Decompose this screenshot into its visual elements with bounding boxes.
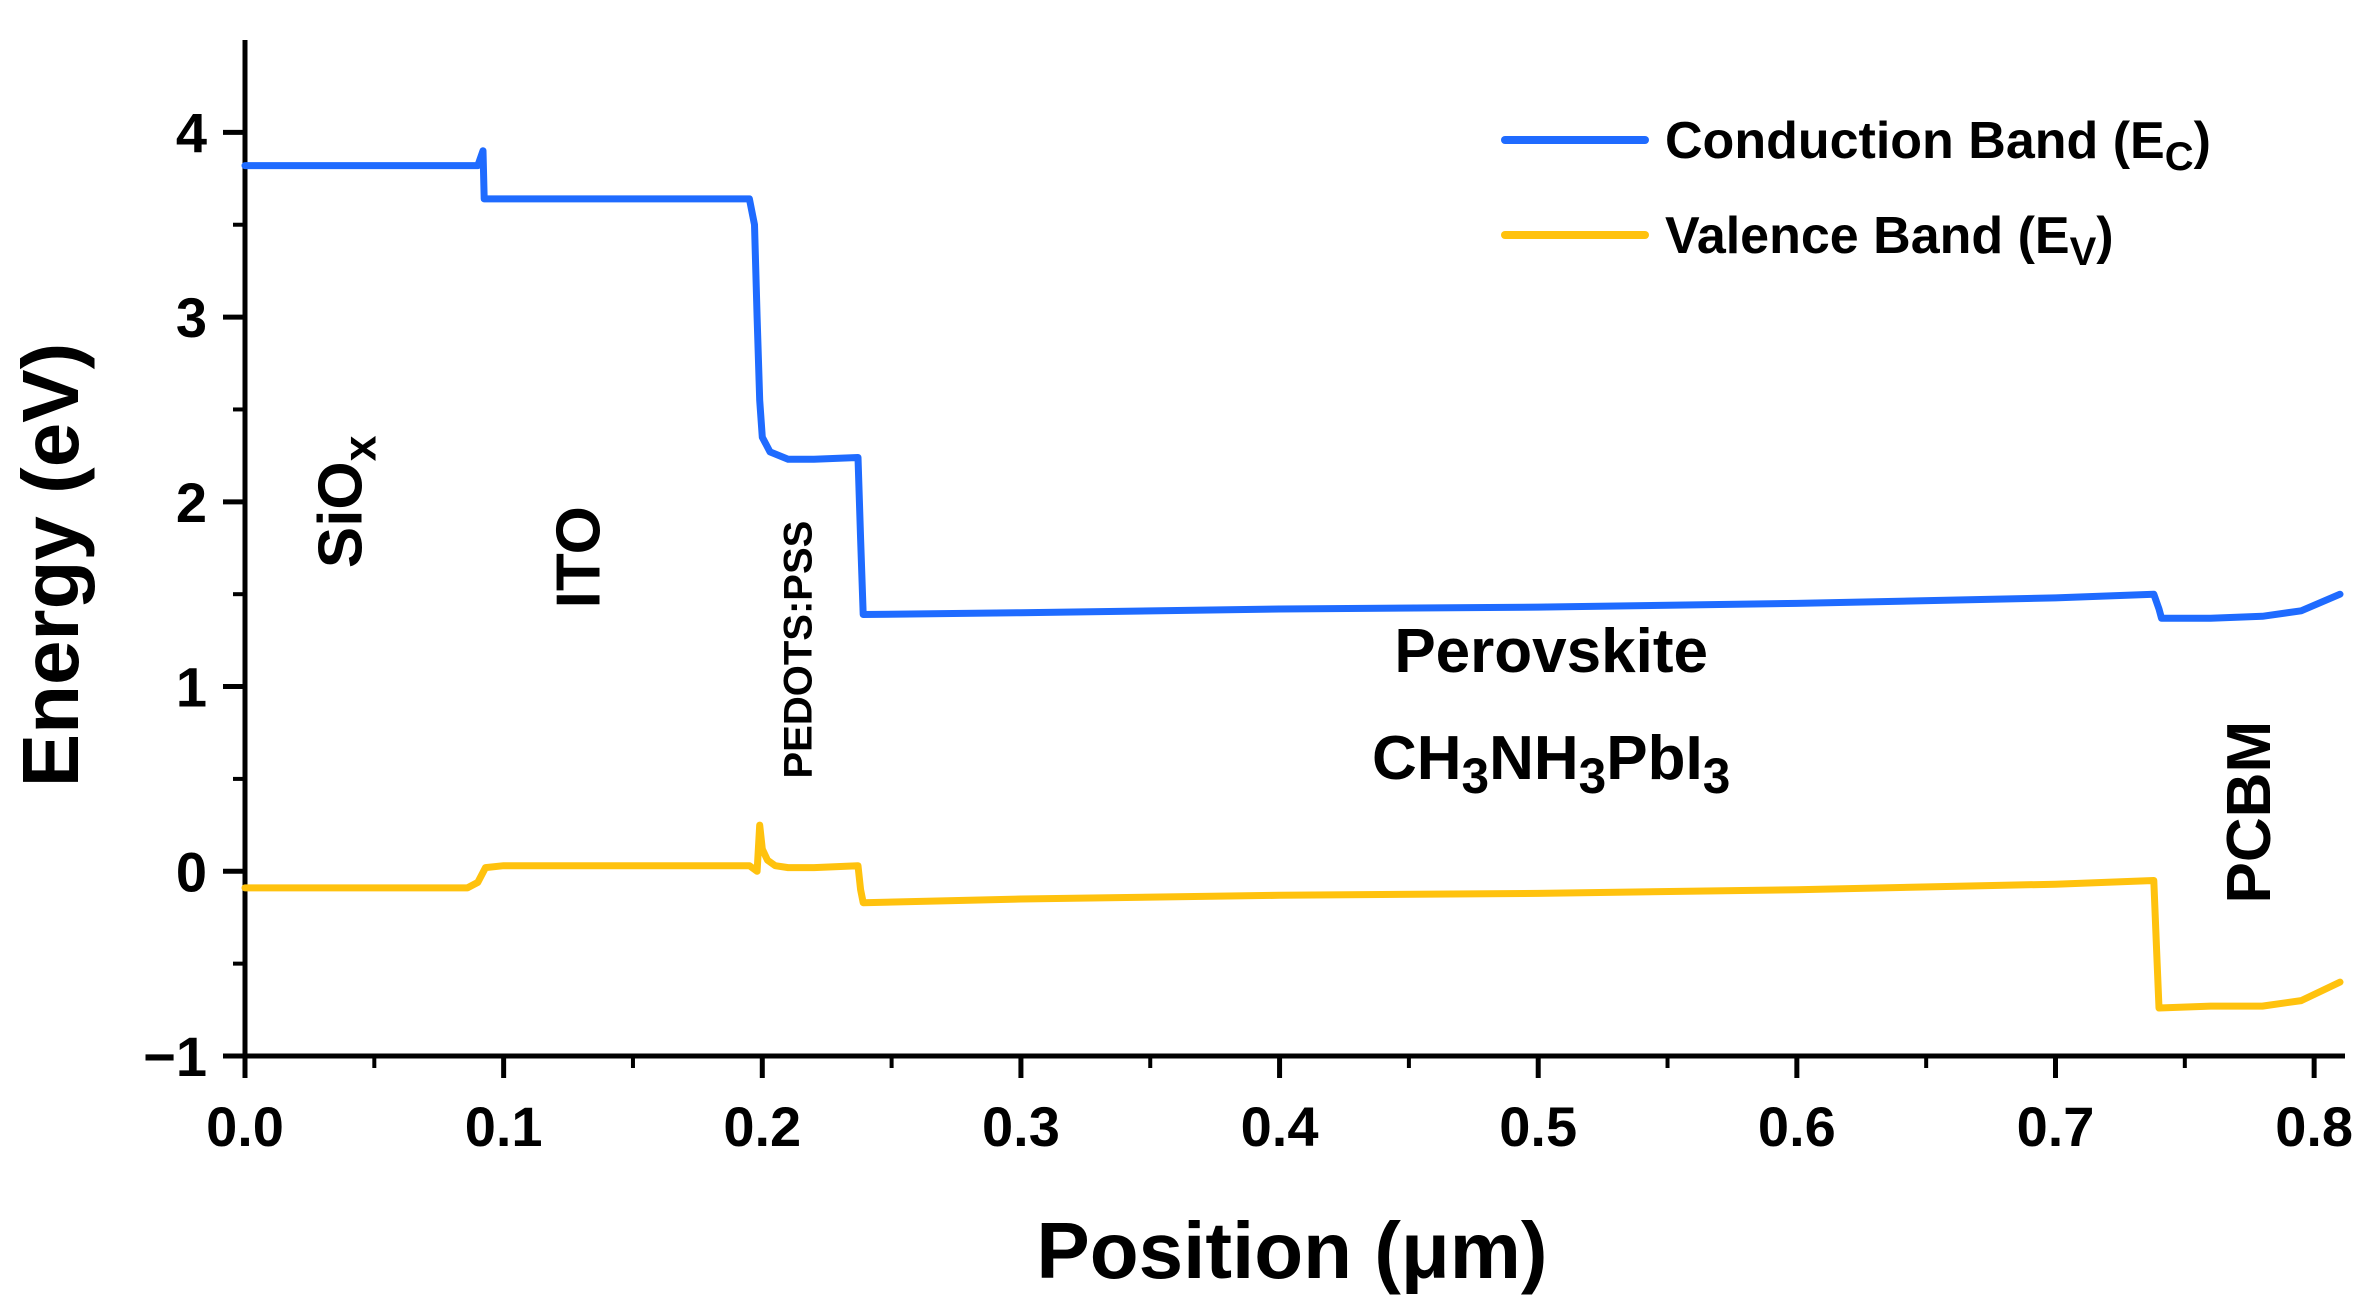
x-tick-label: 0.5 xyxy=(1499,1095,1577,1158)
conduction-band-line xyxy=(241,147,2344,622)
annotation-pcbm: PCBM xyxy=(2215,721,2284,904)
series-lines xyxy=(241,147,2344,1012)
x-tick-label: 0.0 xyxy=(206,1095,284,1158)
y-tick-label: 2 xyxy=(176,471,207,534)
annotation-ito: ITO xyxy=(544,506,613,608)
x-tick-label: 0.1 xyxy=(465,1095,543,1158)
y-tick-label: −1 xyxy=(143,1025,207,1088)
legend: Conduction Band (EC) Valence Band (EV) xyxy=(1501,112,2211,274)
x-tick-label: 0.8 xyxy=(2275,1095,2353,1158)
plot-area: −1 0 1 2 3 4 0.0 0.1 0.2 0.3 0.4 0.5 0.6 0.7 0.8 SiOx… xyxy=(143,40,2353,1158)
valence-band-line xyxy=(241,821,2344,1012)
x-ticks: 0.0 0.1 0.2 0.3 0.4 0.5 0.6 0.7 0.8 xyxy=(206,1056,2353,1158)
annotation-pedots-pss: PEDOTS:PSS xyxy=(776,521,820,779)
annotation-sio: SiOx xyxy=(306,435,385,568)
y-tick-label: 1 xyxy=(176,656,207,719)
y-tick-label: 0 xyxy=(176,840,207,903)
annotation-formula: CH3NH3PbI3 xyxy=(1372,724,1730,804)
annotation-perovskite: Perovskite xyxy=(1394,617,1708,686)
y-tick-label: 3 xyxy=(176,286,207,349)
x-tick-label: 0.6 xyxy=(1758,1095,1836,1158)
y-axis-label: Energy (eV) xyxy=(6,343,95,788)
legend-label-valence: Valence Band (EV) xyxy=(1665,207,2114,274)
x-tick-label: 0.2 xyxy=(723,1095,801,1158)
x-tick-label: 0.4 xyxy=(1241,1095,1319,1158)
y-ticks: −1 0 1 2 3 4 xyxy=(143,101,245,1088)
x-tick-label: 0.3 xyxy=(982,1095,1060,1158)
legend-label-conduction: Conduction Band (EC) xyxy=(1665,112,2211,179)
x-tick-label: 0.7 xyxy=(2017,1095,2095,1158)
y-tick-label: 4 xyxy=(176,101,207,164)
layer-annotations: SiOx ITO PEDOTS:PSS Perovskite CH3NH3PbI3 PCB… xyxy=(306,435,2284,903)
x-axis-label: Position (μm) xyxy=(1036,1206,1547,1295)
